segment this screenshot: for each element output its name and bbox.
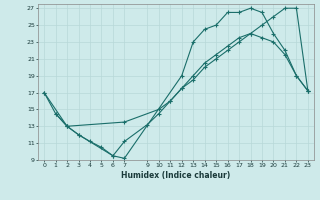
- X-axis label: Humidex (Indice chaleur): Humidex (Indice chaleur): [121, 171, 231, 180]
